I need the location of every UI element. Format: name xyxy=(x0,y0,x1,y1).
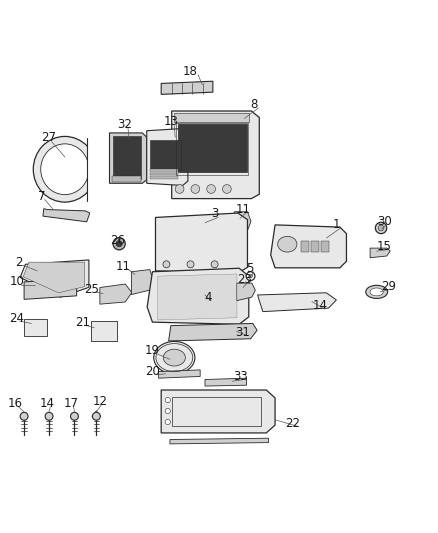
Ellipse shape xyxy=(92,413,100,420)
Text: 17: 17 xyxy=(64,397,78,410)
Text: 11: 11 xyxy=(236,203,251,216)
Text: 23: 23 xyxy=(237,273,252,286)
Ellipse shape xyxy=(378,225,384,231)
Ellipse shape xyxy=(223,184,231,193)
Text: 10: 10 xyxy=(10,276,25,288)
Polygon shape xyxy=(158,274,237,320)
Bar xyxy=(113,136,141,179)
Polygon shape xyxy=(161,390,275,433)
Bar xyxy=(150,176,178,179)
Text: 31: 31 xyxy=(236,326,251,338)
Text: 24: 24 xyxy=(9,312,24,325)
Text: 14: 14 xyxy=(40,397,55,410)
Bar xyxy=(150,169,178,172)
Polygon shape xyxy=(23,262,85,293)
Text: 30: 30 xyxy=(377,215,392,228)
Text: 13: 13 xyxy=(163,116,178,128)
Ellipse shape xyxy=(165,398,170,403)
Polygon shape xyxy=(271,225,346,268)
Text: 14: 14 xyxy=(312,300,327,312)
Text: 12: 12 xyxy=(92,395,107,408)
Text: 20: 20 xyxy=(145,365,160,378)
Text: 25: 25 xyxy=(84,283,99,296)
Polygon shape xyxy=(237,283,255,301)
Text: 7: 7 xyxy=(38,190,46,203)
Text: 11: 11 xyxy=(116,260,131,273)
Ellipse shape xyxy=(20,413,28,420)
Ellipse shape xyxy=(33,136,96,202)
Polygon shape xyxy=(205,378,247,386)
Polygon shape xyxy=(169,324,257,341)
Text: 32: 32 xyxy=(117,118,132,131)
Bar xyxy=(301,240,309,252)
Text: 19: 19 xyxy=(145,344,160,357)
Ellipse shape xyxy=(154,342,195,374)
Ellipse shape xyxy=(370,288,383,296)
Polygon shape xyxy=(20,260,89,297)
Ellipse shape xyxy=(366,285,388,298)
Ellipse shape xyxy=(45,413,53,420)
Polygon shape xyxy=(172,111,259,199)
Bar xyxy=(176,123,248,174)
Ellipse shape xyxy=(278,236,297,252)
Text: 5: 5 xyxy=(246,262,253,275)
Polygon shape xyxy=(258,293,336,312)
Ellipse shape xyxy=(163,349,185,366)
Text: 3: 3 xyxy=(211,207,218,221)
Bar xyxy=(24,319,47,336)
Ellipse shape xyxy=(41,144,89,195)
Polygon shape xyxy=(155,213,247,273)
Bar xyxy=(321,240,328,252)
Text: 21: 21 xyxy=(75,316,90,329)
Polygon shape xyxy=(370,248,390,258)
Ellipse shape xyxy=(246,272,255,280)
Ellipse shape xyxy=(211,261,218,268)
Text: 33: 33 xyxy=(233,370,248,383)
Text: 4: 4 xyxy=(204,290,212,304)
Bar xyxy=(172,397,261,426)
Ellipse shape xyxy=(187,261,194,268)
Text: 16: 16 xyxy=(8,397,23,410)
Polygon shape xyxy=(147,268,249,324)
Ellipse shape xyxy=(375,222,387,233)
Bar xyxy=(178,124,247,172)
Polygon shape xyxy=(131,270,154,295)
Polygon shape xyxy=(170,438,268,444)
Text: 29: 29 xyxy=(381,280,396,293)
Bar xyxy=(91,321,117,341)
Ellipse shape xyxy=(249,274,252,278)
Bar xyxy=(150,140,181,170)
Polygon shape xyxy=(100,284,132,304)
Text: 15: 15 xyxy=(377,240,392,253)
Polygon shape xyxy=(147,128,188,185)
Bar xyxy=(112,176,141,182)
Bar xyxy=(174,113,249,122)
Text: 2: 2 xyxy=(14,256,22,269)
Text: 1: 1 xyxy=(332,219,340,231)
Text: 8: 8 xyxy=(251,98,258,111)
Polygon shape xyxy=(24,280,77,300)
Ellipse shape xyxy=(163,261,170,268)
Polygon shape xyxy=(110,133,147,183)
Ellipse shape xyxy=(116,241,122,247)
Text: 22: 22 xyxy=(285,417,300,430)
Ellipse shape xyxy=(175,184,184,193)
Ellipse shape xyxy=(113,238,125,250)
Ellipse shape xyxy=(165,408,170,414)
Polygon shape xyxy=(234,212,251,236)
Bar xyxy=(311,240,319,252)
Polygon shape xyxy=(161,81,213,94)
Text: 26: 26 xyxy=(110,233,125,247)
Ellipse shape xyxy=(71,413,78,420)
Polygon shape xyxy=(159,370,200,378)
Polygon shape xyxy=(87,136,98,202)
Ellipse shape xyxy=(207,184,215,193)
Text: 18: 18 xyxy=(183,65,198,78)
Bar xyxy=(150,173,178,175)
Ellipse shape xyxy=(191,184,200,193)
Polygon shape xyxy=(43,209,90,222)
Ellipse shape xyxy=(165,419,170,425)
Text: 27: 27 xyxy=(41,131,56,144)
